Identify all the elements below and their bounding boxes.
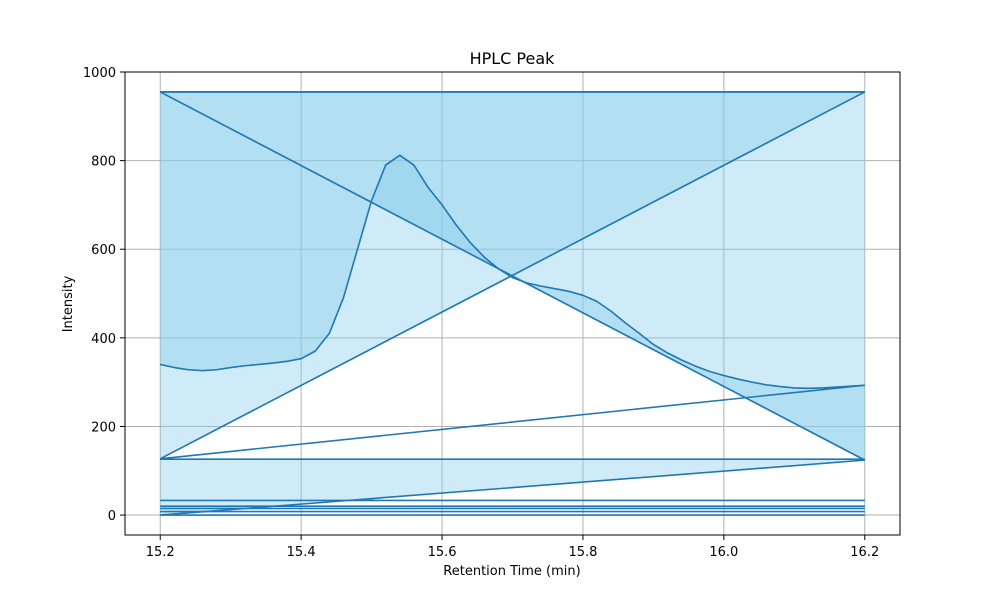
plot-frame: [124, 71, 901, 536]
x-tick-label-5: 16.2: [850, 545, 879, 560]
y-tick-label-1: 200: [91, 420, 116, 435]
link-line-0: [160, 459, 865, 516]
x-tick-label-1: 15.4: [287, 545, 316, 560]
peak-curve: [160, 154, 865, 390]
y-tick-label-5: 1000: [83, 66, 116, 81]
link-line-1: [160, 384, 865, 460]
x-tick-label-3: 15.8: [568, 545, 597, 560]
y-tick-label-0: 0: [108, 509, 116, 524]
x-tick-label-4: 16.0: [709, 545, 738, 560]
chart-title: HPLC Peak: [470, 49, 556, 68]
link-line-3: [159, 91, 866, 461]
y-tick-label-4: 800: [91, 155, 116, 170]
y-tick-label-3: 600: [91, 243, 116, 258]
series-lines: [159, 91, 866, 516]
y-axis-title: Intensity: [61, 275, 76, 332]
x-tick-label-2: 15.6: [428, 545, 457, 560]
y-tick-label-2: 400: [91, 332, 116, 347]
y-axis-ticks: 0 200 400 600 800 1000: [83, 66, 125, 524]
x-axis-ticks: 15.2 15.4 15.6 15.8 16.0 16.2: [146, 535, 879, 560]
x-tick-label-0: 15.2: [146, 545, 175, 560]
x-axis-title: Retention Time (min): [443, 564, 580, 579]
